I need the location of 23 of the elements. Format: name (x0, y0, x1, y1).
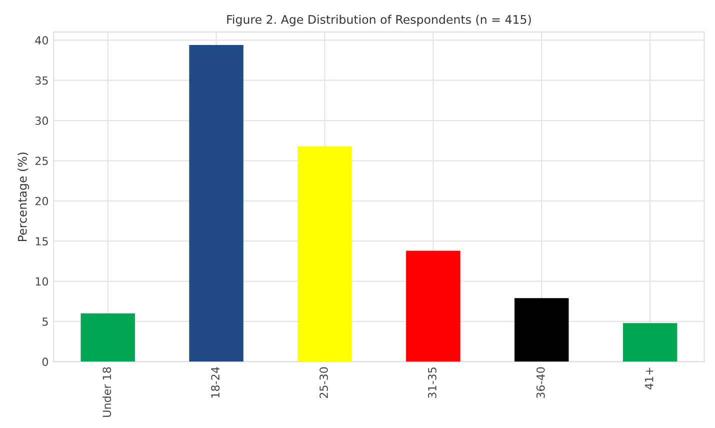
x-tick-label: 25-30 (320, 367, 328, 398)
x-tick-label: 31-35 (428, 367, 436, 398)
y-tick-label: 25 (35, 156, 48, 166)
y-tick-label: 0 (42, 358, 48, 366)
bar (514, 298, 569, 362)
x-tick-label: 18-24 (211, 367, 220, 398)
x-tick-label: 36-40 (536, 367, 545, 398)
bar (406, 250, 460, 362)
chart-title: Figure 2. Age Distribution of Respondents (n = 415) (227, 14, 531, 26)
x-tick-label: Under 18 (102, 367, 112, 417)
y-tick-label: 5 (42, 318, 48, 326)
y-tick-label: 30 (35, 116, 48, 125)
y-tick-label: 15 (36, 237, 48, 246)
bar (298, 146, 352, 362)
y-tick-label: 35 (35, 76, 48, 85)
y-tick-label: 20 (35, 196, 48, 206)
x-tick-label: 41+ (645, 368, 654, 390)
y-tick-label: 40 (35, 36, 48, 45)
bar (80, 313, 135, 362)
bar (622, 323, 678, 362)
y-axis-title: Percentage (%) (18, 152, 30, 242)
y-tick-label: 10 (36, 277, 48, 286)
bar (189, 44, 244, 362)
